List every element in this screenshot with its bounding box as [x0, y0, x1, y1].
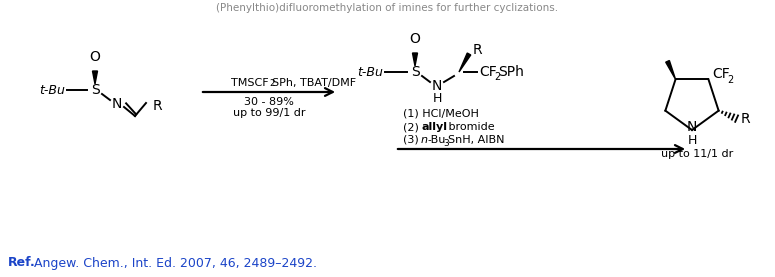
Text: O: O — [90, 50, 101, 64]
Text: 3: 3 — [443, 140, 449, 148]
Text: O: O — [409, 32, 420, 46]
Text: N: N — [432, 79, 443, 93]
Text: up to 99/1 dr: up to 99/1 dr — [232, 108, 305, 118]
Text: R: R — [473, 43, 483, 57]
Text: SnH, AIBN: SnH, AIBN — [448, 135, 505, 145]
Text: SPh: SPh — [498, 65, 524, 79]
Text: 2: 2 — [728, 75, 734, 85]
Text: 2: 2 — [269, 79, 274, 88]
Text: H: H — [687, 134, 697, 147]
Polygon shape — [459, 53, 470, 72]
Text: 30 - 89%: 30 - 89% — [244, 97, 294, 107]
Text: R: R — [153, 99, 163, 113]
Text: H: H — [432, 93, 442, 106]
Text: CF: CF — [712, 67, 730, 81]
Text: (3): (3) — [403, 135, 422, 145]
Text: allyl: allyl — [421, 122, 447, 132]
Polygon shape — [92, 71, 98, 84]
Text: n: n — [421, 135, 428, 145]
Text: R: R — [741, 112, 750, 126]
Text: S: S — [411, 65, 419, 79]
Text: t-Bu: t-Bu — [357, 65, 383, 78]
Text: CF: CF — [479, 65, 497, 79]
Polygon shape — [412, 53, 418, 66]
Text: 2: 2 — [494, 72, 500, 82]
Text: t-Bu: t-Bu — [39, 83, 65, 96]
Text: N: N — [112, 97, 122, 111]
Polygon shape — [666, 61, 676, 79]
Text: (Phenylthio)difluoromethylation of imines for further cyclizations.: (Phenylthio)difluoromethylation of imine… — [216, 3, 558, 13]
Text: (1) HCl/MeOH: (1) HCl/MeOH — [403, 109, 479, 119]
Text: bromide: bromide — [445, 122, 494, 132]
Text: TMSCF: TMSCF — [232, 78, 269, 88]
Text: Ref.: Ref. — [8, 257, 36, 270]
Text: (2): (2) — [403, 122, 422, 132]
Text: S: S — [91, 83, 99, 97]
Text: N: N — [687, 120, 698, 134]
Text: up to 11/1 dr: up to 11/1 dr — [661, 149, 733, 159]
Text: Angew. Chem., Int. Ed. 2007, 46, 2489–2492.: Angew. Chem., Int. Ed. 2007, 46, 2489–24… — [30, 257, 317, 270]
Text: SPh, TBAT/DMF: SPh, TBAT/DMF — [272, 78, 356, 88]
Text: -Bu: -Bu — [427, 135, 446, 145]
